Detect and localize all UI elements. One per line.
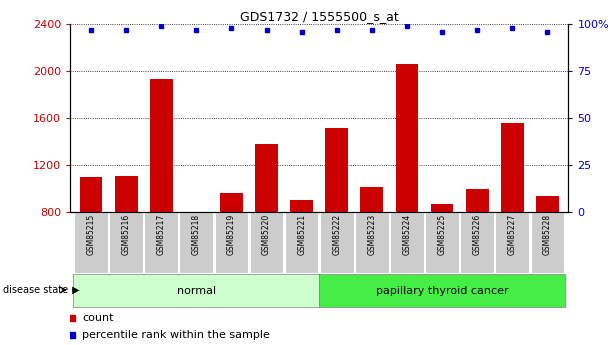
Bar (74, 274, 319, 307)
Bar (425, 212, 459, 273)
Bar (536, 196, 559, 306)
Bar (144, 212, 178, 273)
Bar (255, 144, 278, 306)
Bar (290, 200, 313, 306)
Text: ▶: ▶ (69, 285, 80, 295)
Text: GSM85224: GSM85224 (402, 214, 412, 255)
Text: GSM85226: GSM85226 (472, 214, 482, 255)
Text: GSM85222: GSM85222 (332, 214, 341, 255)
Bar (80, 177, 102, 306)
Bar (460, 212, 494, 273)
Bar (390, 212, 424, 273)
Text: disease state: disease state (4, 285, 69, 295)
Title: GDS1732 / 1555500_s_at: GDS1732 / 1555500_s_at (240, 10, 399, 23)
Bar (320, 212, 354, 273)
Bar (531, 212, 564, 273)
Bar (115, 176, 137, 306)
Bar (109, 212, 143, 273)
Bar (496, 212, 529, 273)
Bar (501, 123, 523, 306)
Bar (179, 212, 213, 273)
Bar (285, 212, 319, 273)
Text: GSM85215: GSM85215 (86, 214, 95, 255)
Text: GSM85218: GSM85218 (192, 214, 201, 255)
Bar (220, 193, 243, 306)
Text: GSM85225: GSM85225 (438, 214, 447, 255)
Bar (150, 79, 173, 306)
Text: GSM85217: GSM85217 (157, 214, 166, 255)
Text: papillary thyroid cancer: papillary thyroid cancer (376, 286, 508, 296)
Text: GSM85220: GSM85220 (262, 214, 271, 255)
Bar (185, 213, 208, 306)
Bar (325, 128, 348, 306)
Bar (466, 189, 489, 306)
Text: normal: normal (177, 286, 216, 296)
Bar (361, 187, 383, 306)
Bar (319, 274, 565, 307)
Text: GSM85227: GSM85227 (508, 214, 517, 255)
Bar (215, 212, 248, 273)
Text: GSM85223: GSM85223 (367, 214, 376, 255)
Text: percentile rank within the sample: percentile rank within the sample (82, 331, 271, 340)
Bar (355, 212, 389, 273)
Text: GSM85219: GSM85219 (227, 214, 236, 255)
Bar (430, 204, 454, 306)
Text: count: count (82, 313, 114, 323)
Text: GSM85228: GSM85228 (543, 214, 552, 255)
Text: GSM85221: GSM85221 (297, 214, 306, 255)
Bar (396, 64, 418, 306)
Text: GSM85216: GSM85216 (122, 214, 131, 255)
Bar (74, 212, 108, 273)
Bar (250, 212, 283, 273)
